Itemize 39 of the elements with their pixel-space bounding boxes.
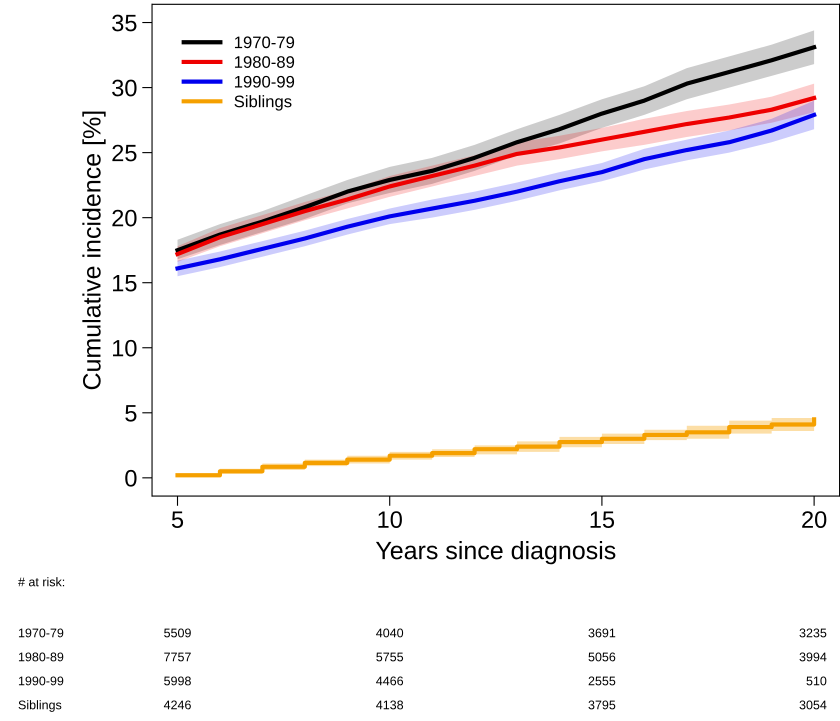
text: 5998 — [164, 676, 191, 686]
y-tick-label: 25 — [112, 144, 136, 162]
text: 3235 — [800, 628, 826, 638]
x-tick-label: 10 — [378, 511, 402, 528]
text: 1970-79 — [18, 628, 64, 638]
text: 4246 — [164, 700, 191, 710]
text: # at risk: — [18, 577, 64, 586]
y-tick-label: 5 — [125, 405, 136, 422]
legend-label: 1980-89 — [234, 56, 294, 68]
text: 7757 — [164, 652, 191, 662]
text: 3795 — [588, 700, 616, 710]
y-axis-title: Cumulative incidence [%] — [82, 112, 106, 390]
text: 2555 — [588, 676, 616, 686]
text: 4040 — [376, 628, 404, 638]
x-axis-title: Years since diagnosis — [376, 540, 616, 564]
text: 1990-99 — [18, 676, 64, 686]
legend-label: 1970-79 — [234, 36, 294, 48]
y-tick-label: 0 — [125, 470, 137, 487]
text: 5509 — [164, 628, 191, 638]
text: Siblings — [18, 700, 62, 712]
x-tick-label: 20 — [802, 511, 826, 528]
legend-label: 1990-99 — [234, 76, 294, 88]
y-tick-label: 20 — [112, 210, 137, 226]
text: 1980-89 — [18, 652, 64, 662]
y-tick-label: 15 — [112, 275, 136, 292]
x-tick-label: 15 — [590, 512, 614, 528]
text: 5755 — [376, 652, 404, 662]
text: 4138 — [376, 700, 404, 710]
text: 3691 — [588, 628, 616, 638]
legend-label: Siblings — [234, 95, 292, 111]
y-tick-label: 35 — [112, 14, 136, 32]
text: 4466 — [376, 676, 404, 686]
text: 510 — [806, 676, 826, 686]
x-tick-label: 5 — [172, 512, 184, 528]
y-tick-label: 30 — [112, 80, 137, 96]
y-tick-label: 10 — [112, 340, 137, 357]
text: 3054 — [800, 700, 826, 710]
text: 5056 — [588, 652, 616, 662]
text: 3994 — [800, 652, 826, 662]
